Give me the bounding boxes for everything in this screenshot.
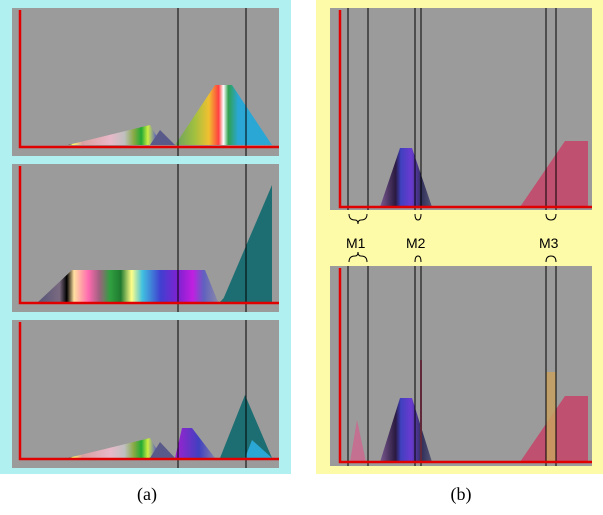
rainbow-spectrum-shape [68,125,162,145]
cyan-shape [245,440,272,458]
m2-bottom-brace [414,255,422,263]
axis-lines [338,268,592,464]
rainbow-spectrum-shape [38,270,218,302]
axis-lines [18,322,279,461]
m2-top-brace [414,213,422,221]
panel-a-middle-plot [12,164,279,312]
caption-b: (b) [450,484,472,504]
rainbow-peak-shape [175,85,272,145]
m2-label: M2 [406,235,426,251]
axis-lines [18,10,279,149]
teal-peak-shape [222,185,272,302]
panel-a-top-plot [12,8,279,156]
purple-shape [175,428,215,458]
panel-b-top-plot [330,8,592,210]
m1-label: M1 [346,235,366,251]
marker-annotations: M1 M2 M3 [346,213,559,263]
m3-label: M3 [539,235,559,251]
axis-lines [18,166,279,305]
violet-shape [150,442,175,458]
m3-bottom-brace [545,255,557,263]
m1-rose-spike [350,420,366,462]
panel-a-bottom-plot [12,320,279,468]
blue-spectrum-shape [380,148,432,207]
rose-shape [520,141,588,207]
panel-b-bottom-plot [330,266,592,466]
m1-top-brace [348,213,368,225]
rainbow-spectrum-shape [68,438,162,458]
m3-top-brace [545,213,557,221]
caption-a: (a) [137,484,157,504]
violet-shape [150,130,175,145]
m3-highlight [546,372,556,462]
m1-bottom-brace [348,251,368,263]
blue-spectrum-shape [380,398,432,462]
axis-lines [338,10,592,209]
